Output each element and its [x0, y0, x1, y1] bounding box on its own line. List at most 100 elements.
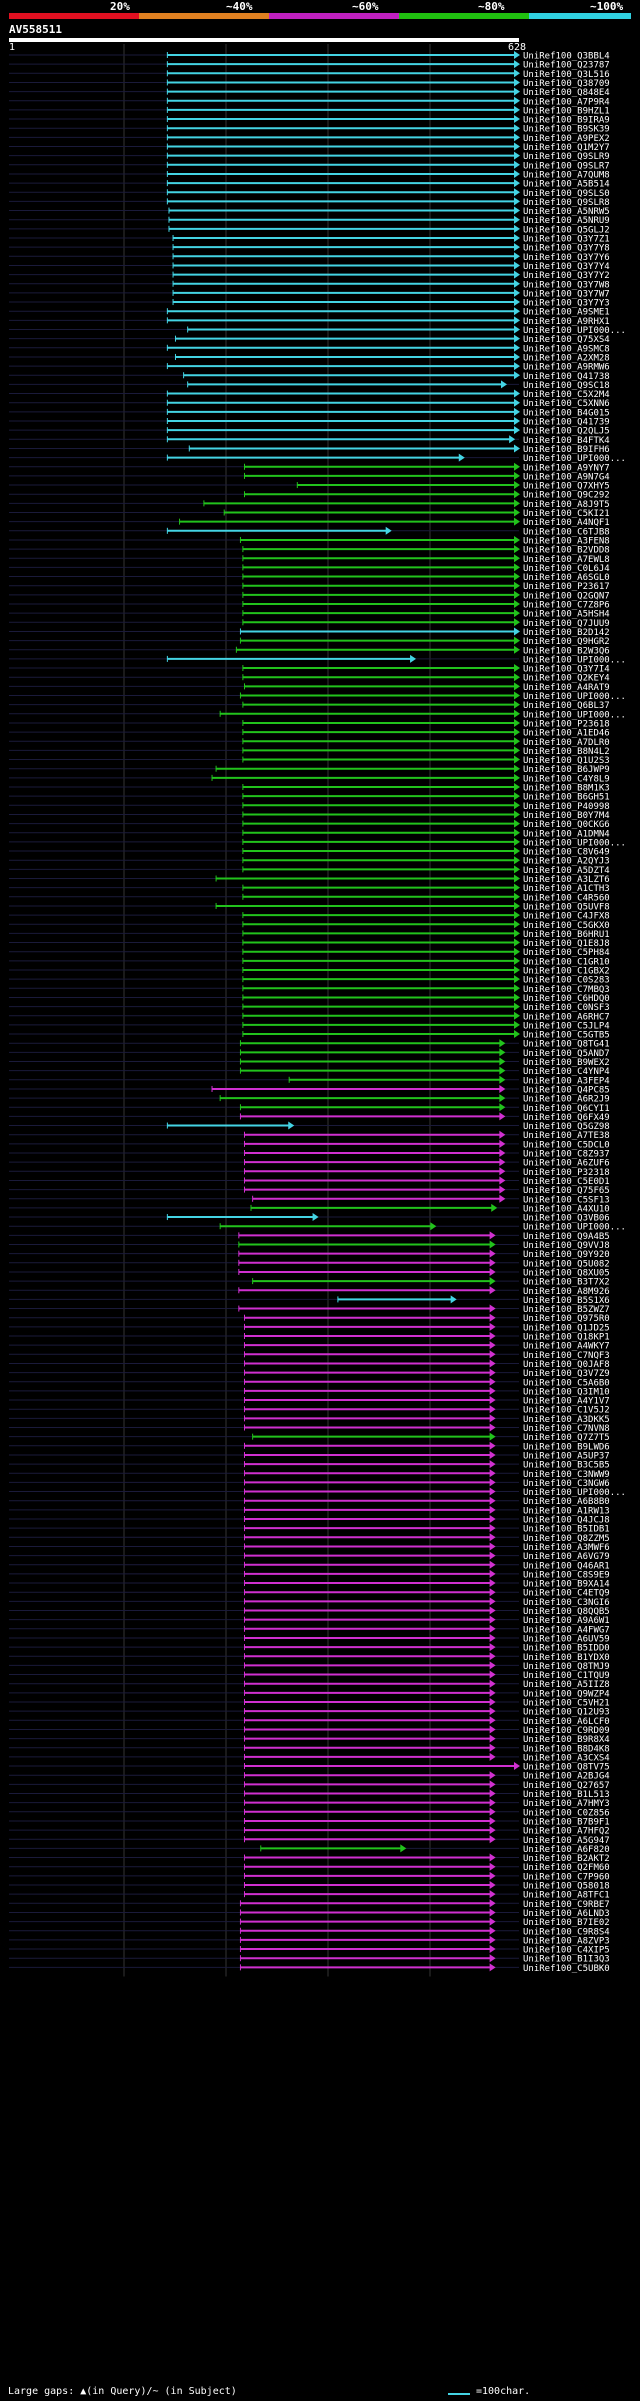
hit-label: UniRef100_Q8ZZM5 [523, 1534, 610, 1544]
hit-arrow [514, 627, 520, 636]
hit-arrow [514, 316, 520, 325]
hit-arrow [514, 755, 520, 764]
hit-row: UniRef100_Q1E8J8 [242, 938, 610, 949]
hit-row: UniRef100_Q27657 [244, 1780, 610, 1791]
hit-arrow [312, 1213, 319, 1222]
hit-row: UniRef100_Q18KP1 [244, 1332, 610, 1343]
hit-arrow [489, 1835, 496, 1844]
hit-label: UniRef100_C3NGI6 [523, 1598, 610, 1608]
hit-label: UniRef100_Q2KEY4 [523, 674, 610, 684]
hit-row: UniRef100_UPI000... [219, 1222, 626, 1233]
hit-row: UniRef100_Q5U082 [238, 1258, 610, 1269]
hit-label: UniRef100_Q9SLS0 [523, 189, 610, 199]
hit-label: UniRef100_A6R2J9 [523, 1095, 610, 1105]
hit-label: UniRef100_B1YDX0 [523, 1653, 610, 1663]
hit-label: UniRef100_A6LCF0 [523, 1717, 610, 1727]
color-band-green [399, 13, 529, 19]
hit-arrow [489, 1606, 496, 1615]
hit-label: UniRef100_Q7JUU9 [523, 619, 610, 629]
hit-label: UniRef100_Q7Z7T5 [523, 1433, 610, 1443]
hit-label: UniRef100_C5DCL0 [523, 1140, 610, 1150]
hit-row: UniRef100_C8V649 [242, 847, 610, 858]
hit-row: UniRef100_A9RMW6 [166, 362, 610, 373]
hit-label: UniRef100_A7HMY3 [523, 1799, 610, 1809]
hit-arrow [514, 1030, 520, 1039]
pct-label-100: ~100% [590, 0, 624, 13]
hit-arrow [489, 1688, 496, 1697]
hit-row: UniRef100_A5HSH4 [242, 609, 610, 620]
pct-label-80: ~80% [478, 0, 505, 13]
hit-arrow [514, 911, 520, 920]
hit-label: UniRef100_A8TFC1 [523, 1891, 610, 1901]
hit-arrow [514, 115, 520, 124]
hit-arrow [514, 462, 520, 471]
color-band-orange [139, 13, 269, 19]
hit-label: UniRef100_A6UV59 [523, 1634, 610, 1644]
hit-label: UniRef100_UPI000... [523, 710, 626, 720]
hit-label: UniRef100_B3C5B5 [523, 1461, 610, 1471]
hit-row: UniRef100_A7EWL8 [242, 554, 610, 565]
hit-row: UniRef100_C1TQU9 [244, 1670, 610, 1681]
hit-label: UniRef100_Q9WZP4 [523, 1689, 610, 1699]
hit-label: UniRef100_Q0CKG6 [523, 820, 610, 830]
hit-row: UniRef100_Q8TV75 [244, 1762, 610, 1773]
hit-row: UniRef100_Q0CKG6 [242, 819, 610, 830]
hit-label: UniRef100_A5NRW5 [523, 207, 610, 217]
hit-row: UniRef100_C5GTB5 [242, 1030, 610, 1041]
hit-label: UniRef100_Q6CYI1 [523, 1104, 610, 1114]
hit-row: UniRef100_C8S9E9 [244, 1569, 610, 1580]
hit-arrow [514, 581, 520, 590]
hit-label: UniRef100_A8ZVP3 [523, 1936, 610, 1946]
hit-row: UniRef100_UPI000... [166, 453, 626, 464]
hit-label: UniRef100_C6HDQ0 [523, 994, 610, 1004]
hit-row: UniRef100_C5PH84 [242, 947, 610, 958]
hit-row: UniRef100_B3T7X2 [252, 1277, 610, 1288]
hit-row: UniRef100_A5NRU9 [168, 215, 610, 226]
hit-arrow [489, 1359, 496, 1368]
hit-label: UniRef100_A1RW13 [523, 1506, 610, 1516]
hit-arrow [489, 1597, 496, 1606]
hit-arrow [499, 1194, 506, 1203]
legend: Large gaps: ▲(in Query)/~ (in Subject) =… [8, 2386, 638, 2400]
hit-row: UniRef100_A4Y1V7 [244, 1396, 610, 1407]
hit-row: UniRef100_Q3Y7Y6 [172, 252, 610, 263]
hit-arrow [489, 1441, 496, 1450]
legend-scale-line [448, 2393, 470, 2395]
hit-arrow [489, 1698, 496, 1706]
hit-row: UniRef100_B8D4K8 [244, 1743, 610, 1754]
hit-arrow [489, 1890, 496, 1899]
hit-arrow [489, 1249, 496, 1258]
hit-row: UniRef100_A3FEN8 [239, 535, 610, 546]
hit-row: UniRef100_B9HZL1 [166, 105, 610, 116]
hit-row: UniRef100_Q2QLJ5 [166, 426, 610, 437]
hit-row: UniRef100_C5A6B0 [244, 1377, 610, 1388]
hit-label: UniRef100_UPI000... [523, 454, 626, 464]
hit-row: UniRef100_Q9SC18 [187, 380, 610, 391]
hit-label: UniRef100_A9YNY7 [523, 463, 610, 473]
hit-arrow [514, 746, 520, 755]
hit-row: UniRef100_B4FTK4 [166, 435, 610, 446]
hit-row: UniRef100_B9WEX2 [239, 1057, 610, 1068]
hit-row: UniRef100_C5DCL0 [244, 1139, 610, 1150]
hit-arrow [489, 1633, 496, 1642]
hit-label: UniRef100_C4XIP5 [523, 1946, 610, 1956]
hit-row: UniRef100_A6RHC7 [242, 1011, 610, 1022]
hit-arrow [514, 984, 520, 993]
hit-row: UniRef100_A6B8B0 [244, 1496, 610, 1507]
hit-arrow [514, 407, 520, 416]
hit-row: UniRef100_B5S1X6 [337, 1295, 610, 1306]
hit-arrow [489, 1396, 496, 1405]
hit-label: UniRef100_B7IE02 [523, 1918, 610, 1928]
hit-label: UniRef100_B5ZWZ7 [523, 1305, 610, 1315]
hit-row: UniRef100_A7P9R4 [166, 96, 610, 107]
hit-label: UniRef100_B6JWP9 [523, 765, 610, 775]
hit-label: UniRef100_Q75XS4 [523, 335, 610, 345]
query-ruler [9, 38, 519, 42]
hit-row: UniRef100_Q8TMJ9 [244, 1661, 610, 1672]
hit-arrow [514, 471, 520, 480]
hit-label: UniRef100_B9IFH6 [523, 445, 610, 455]
hit-arrow [514, 792, 520, 801]
score-header: 20% ~40% ~60% ~80% AV558511 1 628 ~100% [0, 0, 640, 60]
hit-row: UniRef100_C4ETQ9 [244, 1588, 610, 1599]
